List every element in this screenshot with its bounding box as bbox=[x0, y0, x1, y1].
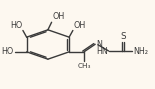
Text: NH₂: NH₂ bbox=[133, 47, 148, 56]
Text: CH₃: CH₃ bbox=[77, 63, 91, 69]
Text: HO: HO bbox=[1, 47, 14, 56]
Text: HN: HN bbox=[96, 47, 108, 56]
Text: OH: OH bbox=[52, 12, 65, 21]
Text: HO: HO bbox=[10, 21, 22, 30]
Text: N: N bbox=[96, 40, 102, 49]
Text: S: S bbox=[120, 32, 126, 41]
Text: OH: OH bbox=[74, 21, 86, 30]
